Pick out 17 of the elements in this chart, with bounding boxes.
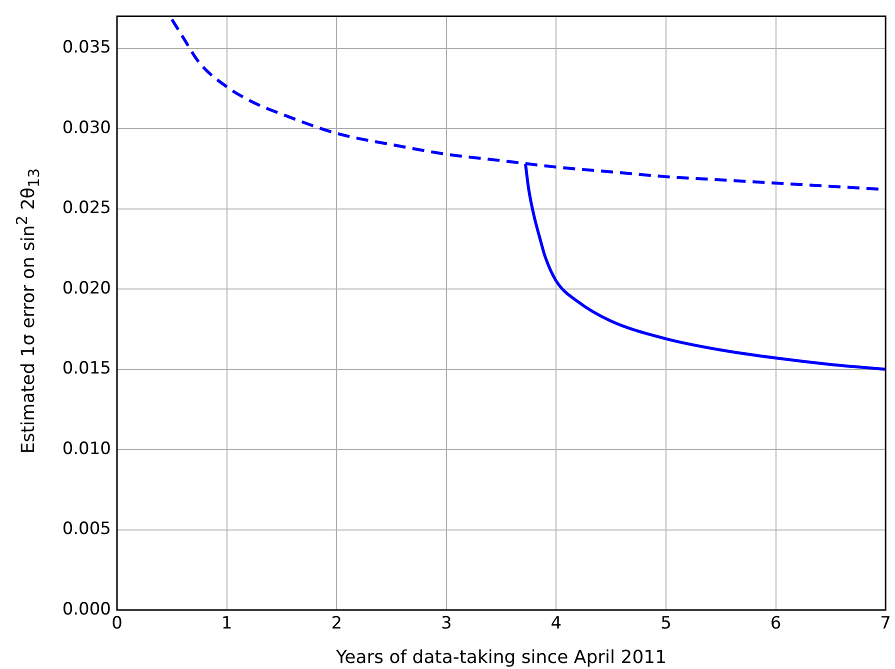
x-tick-label: 2	[331, 614, 342, 634]
x-axis-title: Years of data-taking since April 2011	[335, 646, 667, 668]
y-tick-label: 0.015	[62, 358, 111, 379]
x-tick-label: 5	[660, 614, 672, 634]
x-tick-label: 0	[112, 614, 122, 634]
x-tick-label: 6	[770, 614, 782, 634]
x-tick-label: 4	[550, 614, 562, 634]
y-tick-label: 0.020	[62, 278, 111, 298]
y-tick-label: 0.030	[62, 118, 111, 138]
x-tick-label: 1	[221, 614, 232, 634]
y-tick-label: 0.035	[62, 38, 111, 58]
y-tick-label: 0.025	[62, 198, 111, 218]
x-tick-label: 7	[880, 614, 892, 634]
y-tick-label: 0.005	[62, 519, 111, 540]
y-tick-label: 0.010	[62, 438, 111, 459]
x-tick-label: 3	[440, 614, 452, 634]
y-tick-label: 0.000	[62, 599, 111, 620]
